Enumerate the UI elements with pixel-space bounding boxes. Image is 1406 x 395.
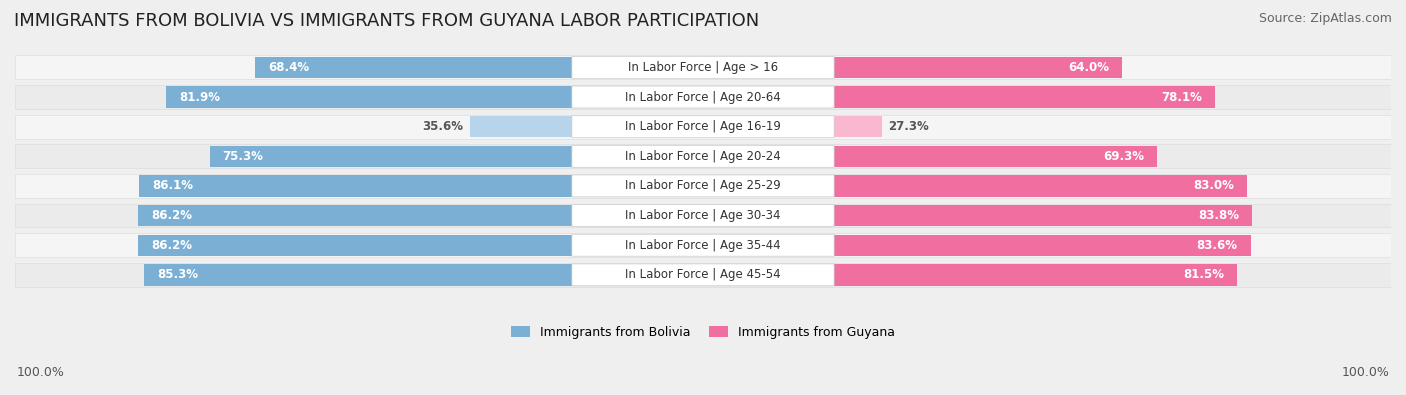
Text: 75.3%: 75.3%: [222, 150, 263, 163]
Bar: [166, 87, 703, 108]
Bar: [15, 115, 1391, 139]
FancyBboxPatch shape: [572, 175, 834, 197]
Text: In Labor Force | Age > 16: In Labor Force | Age > 16: [628, 61, 778, 74]
FancyBboxPatch shape: [572, 116, 834, 137]
Bar: [703, 205, 1253, 226]
Text: In Labor Force | Age 45-54: In Labor Force | Age 45-54: [626, 268, 780, 281]
Bar: [209, 146, 703, 167]
Text: 86.2%: 86.2%: [152, 239, 193, 252]
Bar: [703, 87, 1215, 108]
Bar: [15, 233, 1391, 257]
Text: 86.1%: 86.1%: [152, 179, 193, 192]
Bar: [703, 116, 882, 137]
Bar: [703, 235, 1251, 256]
Bar: [15, 145, 1391, 168]
Bar: [703, 146, 1157, 167]
Text: 81.9%: 81.9%: [180, 90, 221, 103]
FancyBboxPatch shape: [572, 56, 834, 78]
Text: IMMIGRANTS FROM BOLIVIA VS IMMIGRANTS FROM GUYANA LABOR PARTICIPATION: IMMIGRANTS FROM BOLIVIA VS IMMIGRANTS FR…: [14, 12, 759, 30]
FancyBboxPatch shape: [572, 86, 834, 108]
Text: In Labor Force | Age 20-64: In Labor Force | Age 20-64: [626, 90, 780, 103]
Text: 35.6%: 35.6%: [422, 120, 463, 133]
Bar: [470, 116, 703, 137]
FancyBboxPatch shape: [572, 205, 834, 227]
Bar: [254, 56, 703, 78]
Bar: [703, 175, 1247, 197]
Bar: [15, 55, 1391, 79]
Bar: [15, 85, 1391, 109]
FancyBboxPatch shape: [572, 234, 834, 256]
Text: In Labor Force | Age 25-29: In Labor Force | Age 25-29: [626, 179, 780, 192]
Legend: Immigrants from Bolivia, Immigrants from Guyana: Immigrants from Bolivia, Immigrants from…: [506, 321, 900, 344]
Bar: [138, 235, 703, 256]
Text: In Labor Force | Age 20-24: In Labor Force | Age 20-24: [626, 150, 780, 163]
Bar: [15, 204, 1391, 228]
Text: 83.8%: 83.8%: [1198, 209, 1239, 222]
Text: 83.0%: 83.0%: [1192, 179, 1233, 192]
Text: 69.3%: 69.3%: [1102, 150, 1144, 163]
Text: 64.0%: 64.0%: [1069, 61, 1109, 74]
Text: In Labor Force | Age 30-34: In Labor Force | Age 30-34: [626, 209, 780, 222]
Bar: [703, 56, 1122, 78]
Bar: [139, 175, 703, 197]
Bar: [703, 264, 1237, 286]
Bar: [143, 264, 703, 286]
Text: 78.1%: 78.1%: [1161, 90, 1202, 103]
Bar: [15, 263, 1391, 287]
Text: 27.3%: 27.3%: [889, 120, 929, 133]
FancyBboxPatch shape: [572, 145, 834, 167]
Text: In Labor Force | Age 16-19: In Labor Force | Age 16-19: [626, 120, 780, 133]
Text: Source: ZipAtlas.com: Source: ZipAtlas.com: [1258, 12, 1392, 25]
Text: In Labor Force | Age 35-44: In Labor Force | Age 35-44: [626, 239, 780, 252]
Text: 85.3%: 85.3%: [157, 268, 198, 281]
Bar: [138, 205, 703, 226]
FancyBboxPatch shape: [572, 264, 834, 286]
Text: 86.2%: 86.2%: [152, 209, 193, 222]
Text: 83.6%: 83.6%: [1197, 239, 1237, 252]
Bar: [15, 174, 1391, 198]
Text: 100.0%: 100.0%: [17, 366, 65, 379]
Text: 100.0%: 100.0%: [1341, 366, 1389, 379]
Text: 81.5%: 81.5%: [1182, 268, 1223, 281]
Text: 68.4%: 68.4%: [269, 61, 309, 74]
